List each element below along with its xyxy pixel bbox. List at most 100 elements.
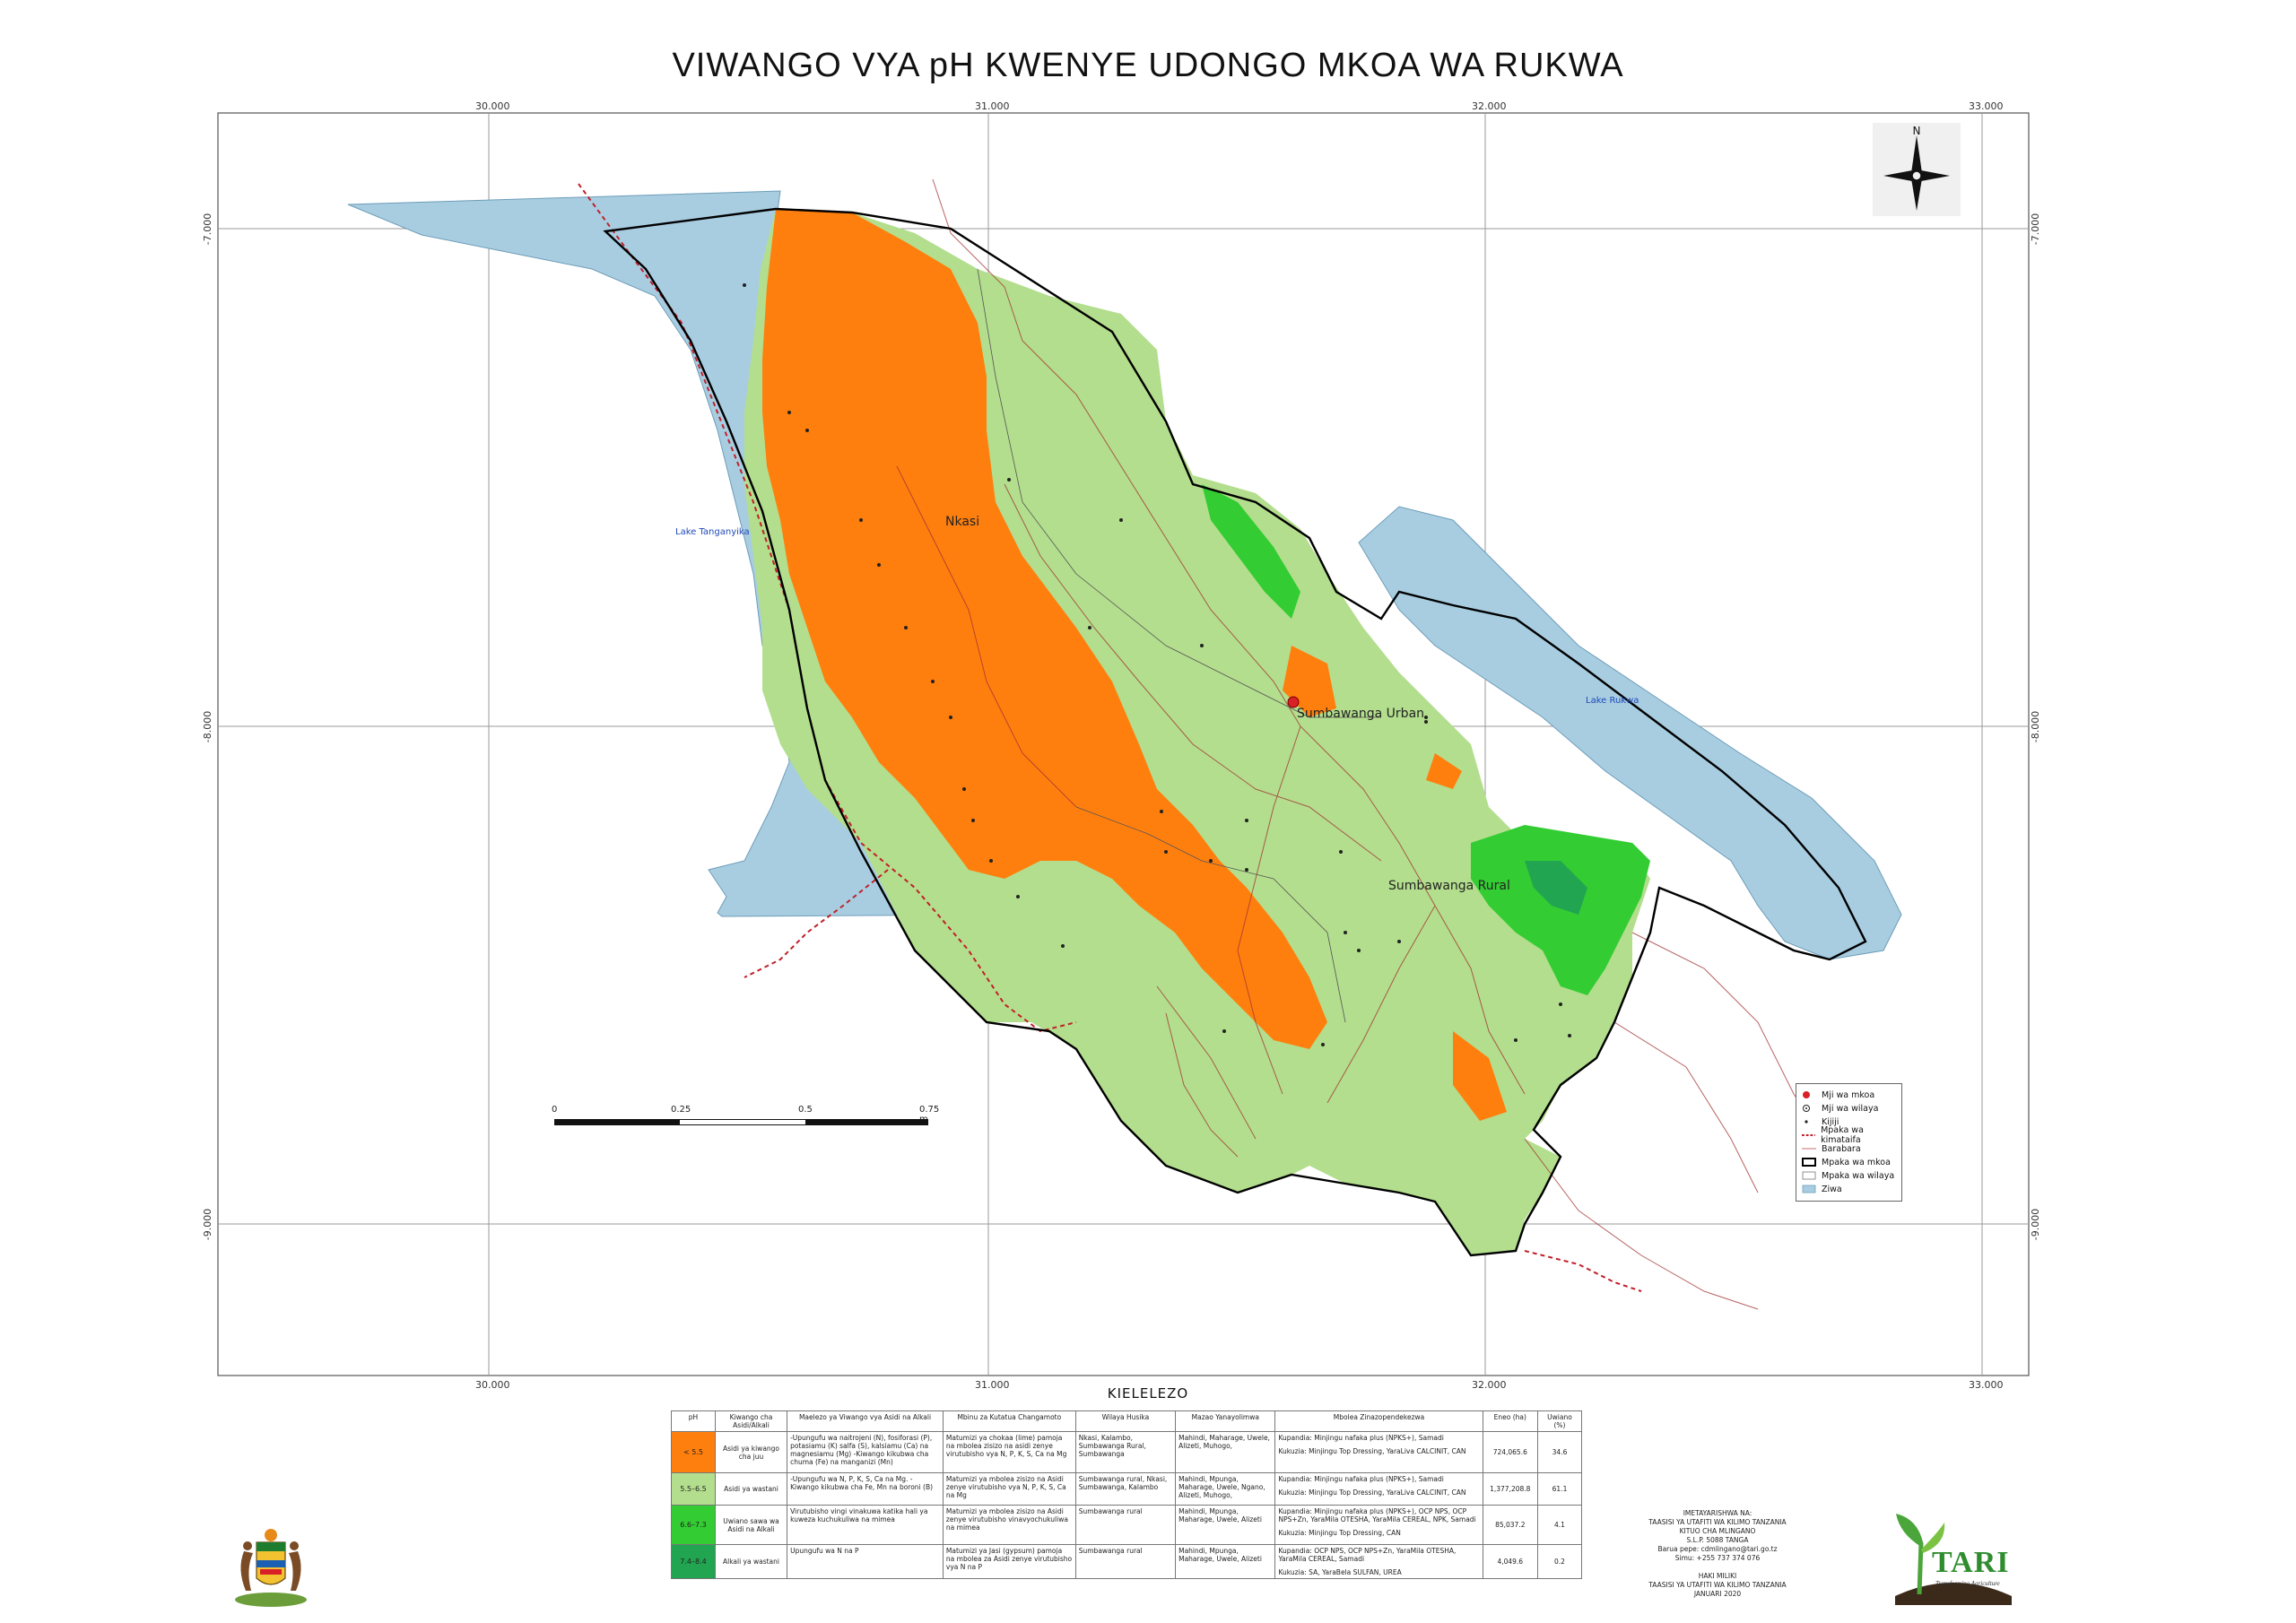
region-strong-acid-patch-2 <box>1426 753 1462 789</box>
lat-label-right-3: -9.000 <box>2030 1208 2042 1241</box>
legend-item: Mpaka wa wilaya <box>1802 1170 1894 1181</box>
coat-of-arms-icon <box>235 1529 307 1607</box>
fertilizer-cell: Kupandia: Minjingu nafaka plus (NPKS+), … <box>1274 1505 1483 1545</box>
north-arrow-icon <box>1883 135 1950 211</box>
col-header: Uwiano (%) <box>1536 1410 1583 1432</box>
solution-cell: Matumizi ya chokaa (lime) pamoja na mbol… <box>942 1431 1076 1473</box>
districts-cell: Sumbawanga rural <box>1074 1544 1177 1579</box>
area-cell: 724,065.6 <box>1482 1431 1538 1473</box>
col-header: Wilaya Husika <box>1074 1410 1177 1432</box>
col-header: Mbinu za Kutatua Changamoto <box>942 1410 1076 1432</box>
district-label-sumbawanga-rural: Sumbawanga Rural <box>1388 879 1510 893</box>
tari-logo-text: TARI <box>1932 1546 2010 1579</box>
crops-cell: Mahindi, Mpunga, Maharage, Uwele, Alizet… <box>1175 1544 1276 1579</box>
class-cell: Asidi ya wastani <box>714 1472 788 1506</box>
tari-tagline: Transforming Agriculture <box>1935 1580 2000 1587</box>
red-dot-icon <box>1803 1091 1810 1098</box>
bold-box-icon <box>1802 1158 1816 1167</box>
credit-line: KITUO CHA MLINGANO <box>1679 1527 1756 1535</box>
scale-label-0: 0 <box>552 1105 558 1115</box>
region-strong-acid <box>762 209 1327 1049</box>
scale-label-1: 0.25 <box>671 1105 691 1115</box>
tari-sprout-icon <box>1895 1514 2012 1605</box>
fertilizer-cell: Kupandia: Minjingu nafaka plus (NPKS+), … <box>1274 1431 1483 1473</box>
district-boundaries <box>977 268 1381 1023</box>
credit-line: HAKI MILIKI <box>1698 1572 1737 1580</box>
dashed-red-line-icon <box>1802 1134 1816 1136</box>
fertilizer-cell: Kupandia: OCP NPS, OCP NPS+Zn, YaraMila … <box>1274 1544 1483 1579</box>
scale-segment-3 <box>805 1119 928 1125</box>
legend-label: Mji wa wilaya <box>1822 1103 1879 1114</box>
lon-label-bottom-2: 31.000 <box>975 1379 1010 1391</box>
international-border-s <box>1524 1250 1642 1292</box>
solution-cell: Matumizi ya Jasi (gypsum) pamoja na mbol… <box>942 1544 1076 1579</box>
table-row: 7.4–8.4 Alkali ya wastani Upungufu wa N … <box>671 1544 1583 1579</box>
table-row: 5.5–6.5 Asidi ya wastani -Upungufu wa N,… <box>671 1472 1583 1506</box>
col-header: Maelezo ya Viwango vya Asidi na Alkali <box>787 1410 944 1432</box>
area-cell: 4,049.6 <box>1482 1544 1538 1579</box>
col-header: Eneo (ha) <box>1482 1410 1538 1432</box>
legend-label: Ziwa <box>1822 1184 1842 1194</box>
ph-cell: 6.6–7.3 <box>671 1505 716 1545</box>
legend-item: Mpaka wa mkoa <box>1802 1157 1891 1167</box>
fertilizer-topdressing: Kukuzia: Minjingu Top Dressing, YaraLiva… <box>1278 1447 1466 1455</box>
legend-item: Kijiji <box>1802 1116 1839 1127</box>
lon-label-top-3: 32.000 <box>1472 100 1507 112</box>
regional-capital-marker <box>1287 696 1300 708</box>
desc-cell: -Upungufu wa N, P, K, S, Ca na Mg. -Kiwa… <box>787 1472 944 1506</box>
desc-cell: Virutubisho vingi vinakuwa katika hali y… <box>787 1505 944 1545</box>
legend-label: Mpaka wa wilaya <box>1822 1170 1895 1181</box>
fertilizer-planting: Kupandia: Minjingu nafaka plus (NPKS+), … <box>1278 1475 1444 1483</box>
legend-item: Mpaka wa kimataifa <box>1802 1125 1901 1145</box>
tari-logo: TARI Transforming Agriculture <box>1891 1506 2016 1605</box>
region-strong-acid-patch-3 <box>1453 1031 1507 1121</box>
village-markers <box>743 283 1571 1046</box>
fertilizer-topdressing: Kukuzia: Minjingu Top Dressing, YaraLiva… <box>1278 1488 1466 1497</box>
solution-cell: Matumizi ya mbolea zisizo na Asidi zenye… <box>942 1505 1076 1545</box>
lon-label-top-2: 31.000 <box>975 100 1010 112</box>
solution-cell: Matumizi ya mbolea zisizo na Asidi zenye… <box>942 1472 1076 1506</box>
lat-label-left-2: -8.000 <box>202 710 214 743</box>
legend-label: Barabara <box>1822 1143 1861 1154</box>
desc-cell: -Upungufu wa naitrojeni (N), fosiforasi … <box>787 1431 944 1473</box>
scale-label-2: 0.5 <box>798 1105 813 1115</box>
lat-label-right-1: -7.000 <box>2030 213 2042 246</box>
districts-cell: Sumbawanga rural <box>1074 1505 1177 1545</box>
col-header: Mbolea Zinazopendekezwa <box>1274 1410 1483 1432</box>
desc-cell: Upungufu wa N na P <box>787 1544 944 1579</box>
fertilizer-planting: Kupandia: Minjingu nafaka plus (NPKS+), … <box>1278 1507 1476 1523</box>
credit-line: JANUARI 2020 <box>1693 1590 1742 1598</box>
ph-cell: 5.5–6.5 <box>671 1472 716 1506</box>
ph-cell: < 5.5 <box>671 1431 716 1473</box>
area-cell: 1,377,208.8 <box>1482 1472 1538 1506</box>
thin-box-icon <box>1802 1171 1816 1180</box>
lon-label-bottom-1: 30.000 <box>475 1379 510 1391</box>
lat-label-left-1: -7.000 <box>202 213 214 246</box>
lat-label-right-2: -8.000 <box>2030 710 2042 743</box>
international-border-sw <box>744 869 889 978</box>
col-header: Kiwango cha Asidi/Alkali <box>714 1410 788 1432</box>
legend-item: Ziwa <box>1802 1184 1842 1194</box>
district-label-sumbawanga-urban: Sumbawanga Urban <box>1297 707 1425 721</box>
table-header-row: pH Kiwango cha Asidi/Alkali Maelezo ya V… <box>671 1410 1583 1432</box>
credit-line: S.L.P. 5088 TANGA <box>1686 1536 1749 1544</box>
districts-cell: Sumbawanga rural, Nkasi, Sumbawanga, Kal… <box>1074 1472 1177 1506</box>
col-header: Mazao Yanayolimwa <box>1175 1410 1276 1432</box>
lat-label-left-3: -9.000 <box>202 1208 214 1241</box>
col-header: pH <box>671 1410 716 1432</box>
table-row: 6.6–7.3 Uwiano sawa wa Asidi na Alkali V… <box>671 1505 1583 1545</box>
scale-segment-1 <box>554 1119 680 1125</box>
pct-cell: 0.2 <box>1536 1544 1583 1579</box>
district-label-nkasi: Nkasi <box>945 515 980 529</box>
class-cell: Asidi ya kiwango cha juu <box>714 1431 788 1473</box>
crops-cell: Mahindi, Maharage, Uwele, Alizeti, Muhog… <box>1175 1431 1276 1473</box>
legend-item: Mji wa mkoa <box>1802 1089 1874 1100</box>
region-neutral-2 <box>1202 484 1300 619</box>
legend-label: Kijiji <box>1822 1116 1839 1127</box>
lake-swatch-icon <box>1802 1185 1816 1193</box>
lon-label-bottom-4: 33.000 <box>1969 1379 2004 1391</box>
lon-label-bottom-3: 32.000 <box>1472 1379 1507 1391</box>
crops-cell: Mahindi, Mpunga, Maharage, Uwele, Ngano,… <box>1175 1472 1276 1506</box>
region-boundary <box>603 207 1867 1257</box>
